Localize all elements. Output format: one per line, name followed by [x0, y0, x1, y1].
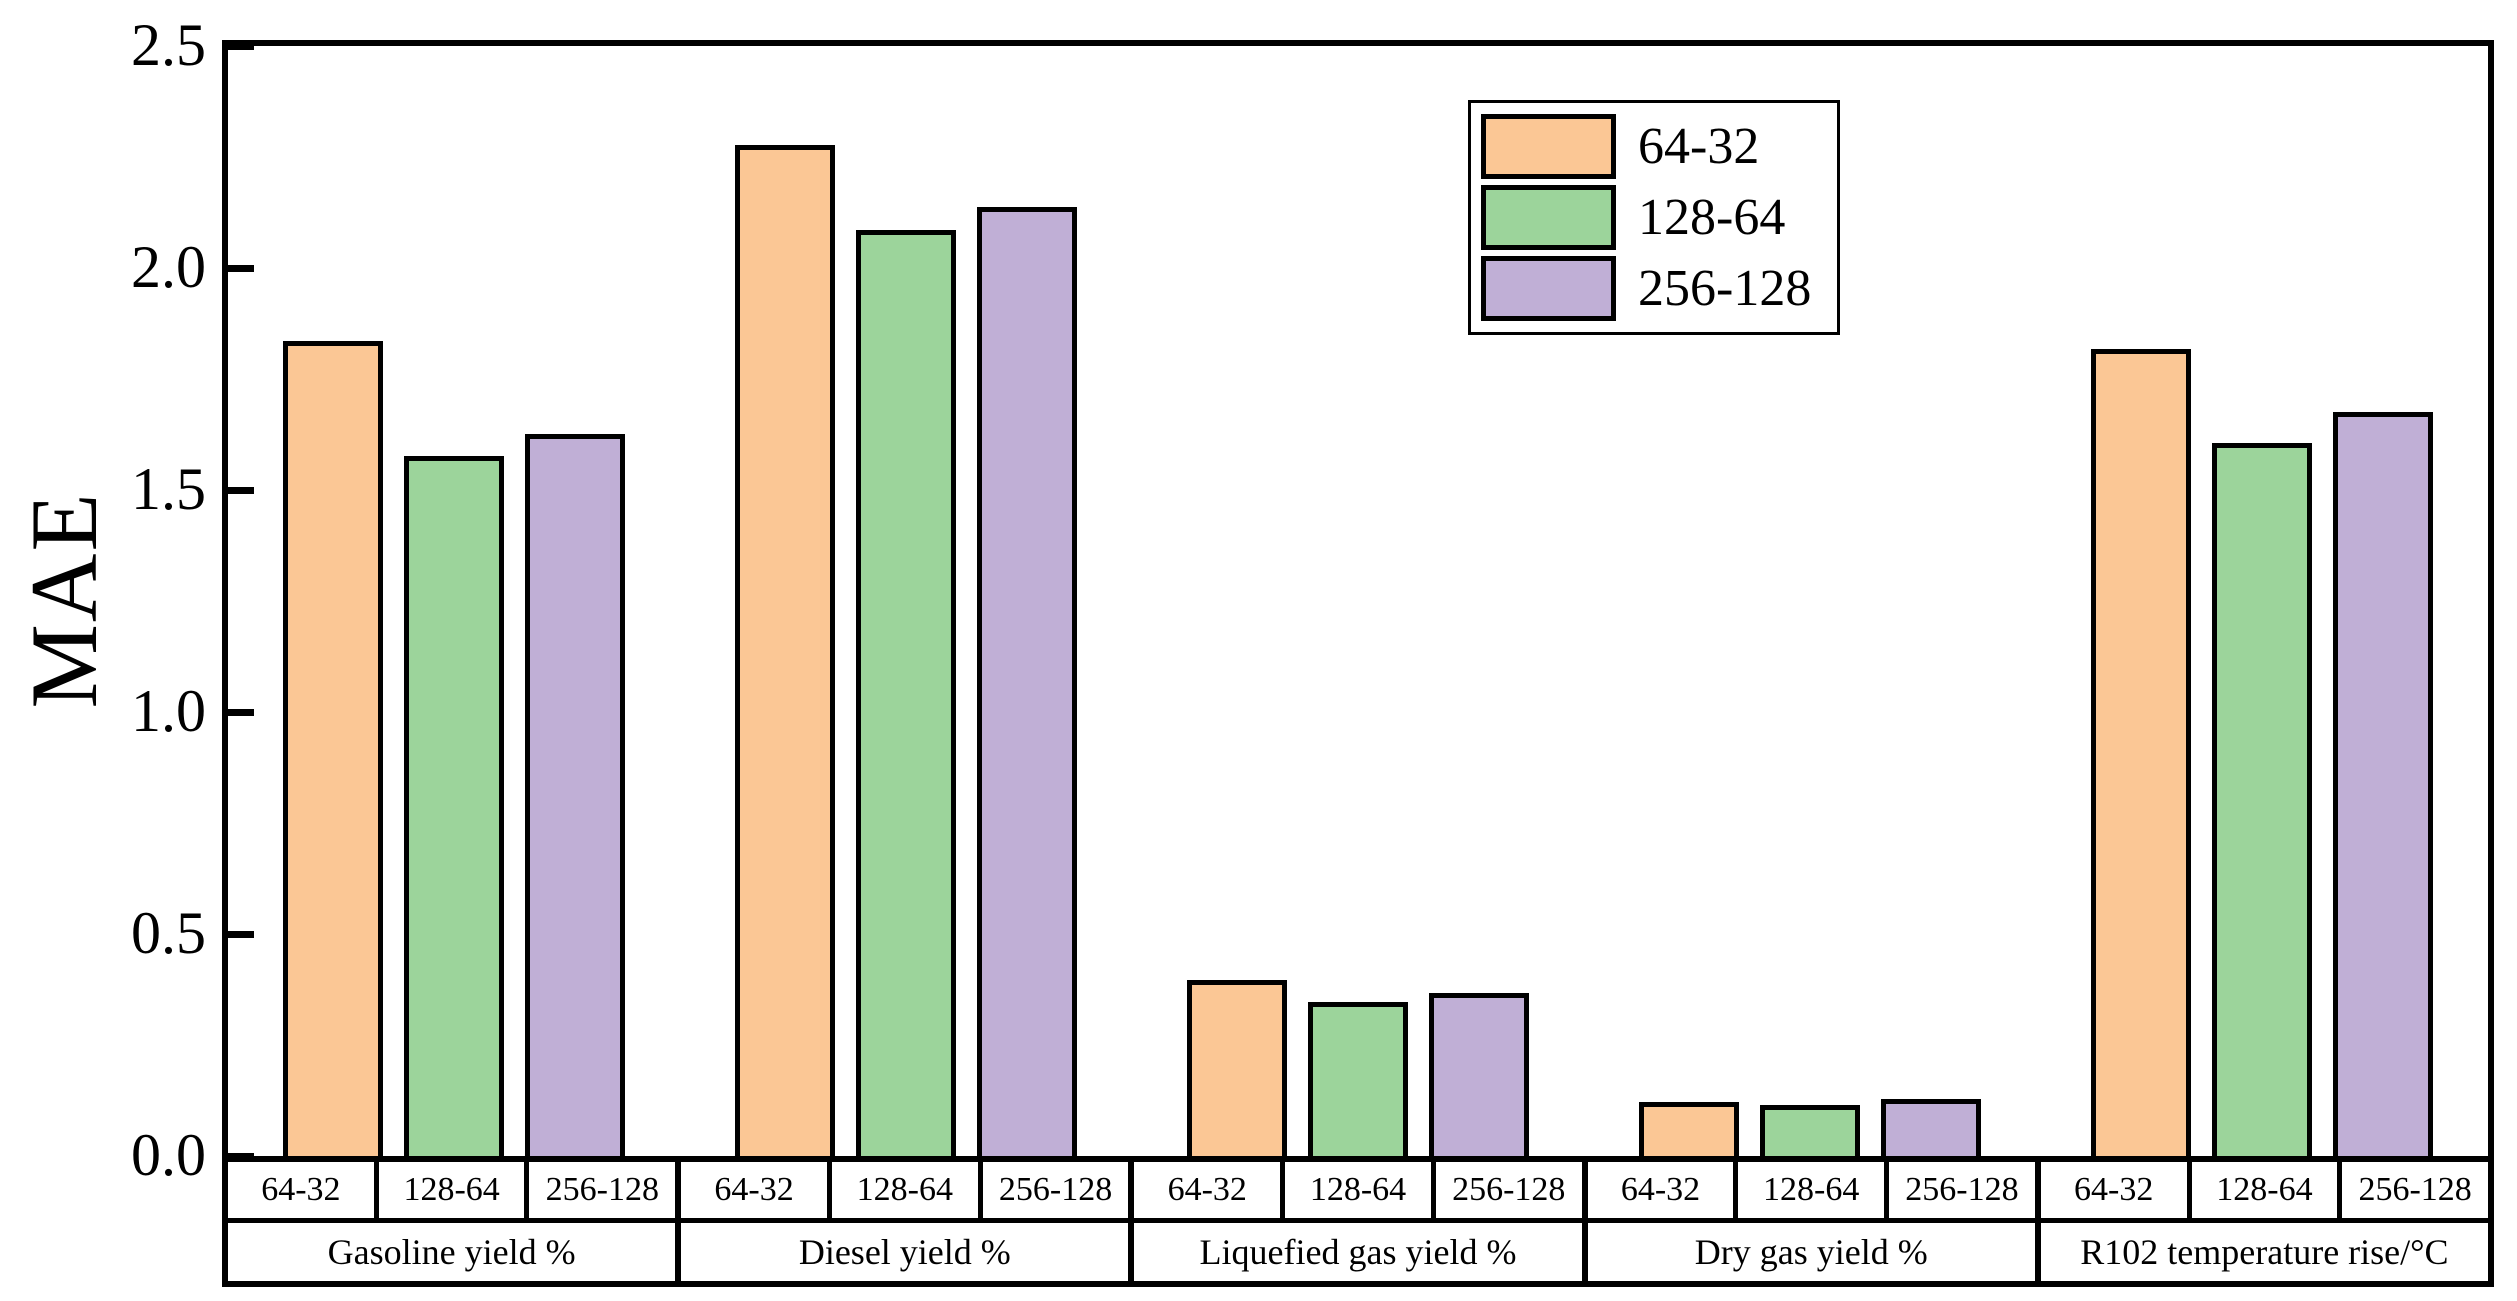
legend: 64-32 128-64 256-128: [1468, 100, 1840, 335]
x-subcell-label: 64-32: [228, 1162, 379, 1218]
bar-128-64: [856, 230, 956, 1162]
bar-64-32: [735, 145, 835, 1162]
x-subcell-label: 256-128: [529, 1162, 676, 1218]
bar-64-32: [1187, 980, 1287, 1162]
bar-64-32: [2091, 349, 2191, 1162]
x-subcell-label: 128-64: [2191, 1162, 2343, 1218]
x-subcell-label: 256-128: [2342, 1162, 2489, 1218]
x-subcell-label: 256-128: [982, 1162, 1129, 1218]
y-axis-title: MAE: [11, 491, 117, 709]
x-subcell-label: 64-32: [1134, 1162, 1286, 1218]
plot-area: 64-32 128-64 256-128: [222, 40, 2494, 1162]
legend-swatch: [1481, 185, 1616, 250]
y-tick-mark: [228, 931, 254, 938]
bar-256-128: [1881, 1099, 1981, 1162]
x-subcell-label: 128-64: [1738, 1162, 1890, 1218]
x-subcell-row: 64-32 128-64 256-128: [681, 1162, 1129, 1223]
x-group: 64-32 128-64 256-128 Liquefied gas yield %: [1134, 1162, 1588, 1281]
legend-swatch: [1481, 114, 1616, 179]
y-tick-label: 0.5: [131, 899, 206, 966]
x-subcell-label: 128-64: [378, 1162, 530, 1218]
x-group-label: Dry gas yield %: [1587, 1223, 2035, 1281]
legend-label: 256-128: [1638, 259, 1812, 317]
x-subcell-label: 64-32: [2040, 1162, 2192, 1218]
bar-256-128: [1429, 993, 1529, 1162]
y-tick-mark: [228, 265, 254, 272]
x-group-label: Gasoline yield %: [228, 1223, 676, 1281]
x-subcell-row: 64-32 128-64 256-128: [1134, 1162, 1582, 1223]
legend-label: 128-64: [1638, 188, 1786, 246]
x-subcell-label: 128-64: [1285, 1162, 1436, 1218]
x-subcell-row: 64-32 128-64 256-128: [1587, 1162, 2035, 1223]
x-group-label: R102 temperature rise/°C: [2040, 1223, 2489, 1281]
x-group: 64-32 128-64 256-128 Dry gas yield %: [1587, 1162, 2041, 1281]
x-group-label: Diesel yield %: [681, 1223, 1129, 1281]
y-tick-label: 0.0: [131, 1121, 206, 1188]
x-group: 64-32 128-64 256-128 Gasoline yield %: [228, 1162, 682, 1281]
y-tick-mark: [228, 487, 254, 494]
x-subcell-row: 64-32 128-64 256-128: [2040, 1162, 2489, 1223]
bar-128-64: [1760, 1105, 1860, 1162]
y-tick-label: 1.5: [131, 455, 206, 522]
y-tick-label: 2.5: [131, 11, 206, 78]
legend-entry: 256-128: [1481, 254, 1827, 323]
bar-128-64: [404, 456, 504, 1162]
bar-64-32: [1639, 1102, 1739, 1162]
x-subcell-label: 64-32: [681, 1162, 832, 1218]
x-subcell-label: 256-128: [1889, 1162, 2035, 1218]
bar-128-64: [2212, 443, 2312, 1162]
bar-64-32: [283, 341, 383, 1162]
legend-swatch: [1481, 256, 1616, 321]
bar-256-128: [525, 434, 625, 1162]
y-tick-mark: [228, 709, 254, 716]
legend-entry: 128-64: [1481, 183, 1827, 252]
x-group-label: Liquefied gas yield %: [1134, 1223, 1582, 1281]
x-axis-category-table: 64-32 128-64 256-128 Gasoline yield % 64-32 1…: [222, 1156, 2494, 1287]
x-subcell-label: 256-128: [1435, 1162, 1582, 1218]
bar-256-128: [2333, 412, 2433, 1162]
bar-256-128: [977, 207, 1077, 1162]
x-subcell-row: 64-32 128-64 256-128: [228, 1162, 676, 1223]
bar-128-64: [1308, 1002, 1408, 1162]
y-tick-mark: [228, 43, 254, 50]
legend-label: 64-32: [1638, 117, 1760, 175]
x-group: 64-32 128-64 256-128 R102 temperature rise/…: [2040, 1162, 2489, 1281]
y-tick-label: 2.0: [131, 233, 206, 300]
x-group: 64-32 128-64 256-128 Diesel yield %: [681, 1162, 1135, 1281]
legend-entry: 64-32: [1481, 112, 1827, 181]
x-subcell-label: 64-32: [1587, 1162, 1739, 1218]
x-subcell-label: 128-64: [831, 1162, 983, 1218]
y-tick-label: 1.0: [131, 677, 206, 744]
